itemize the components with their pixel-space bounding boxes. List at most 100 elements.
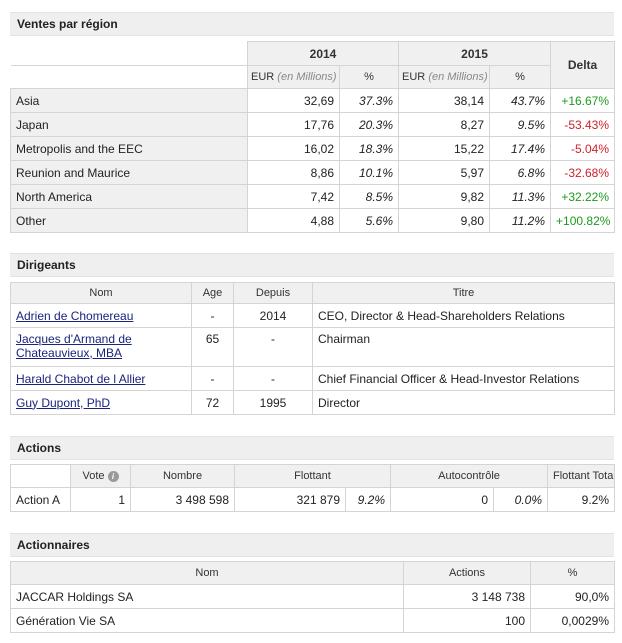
sales-value-2014: 4,88 xyxy=(247,208,340,233)
shares-vote-header: Vote i xyxy=(70,464,131,488)
manager-link[interactable]: Harald Chabot de l Allier xyxy=(16,371,146,386)
sales-pct-header-1: % xyxy=(338,65,400,89)
manager-link[interactable]: Adrien de Chomereau xyxy=(16,308,134,323)
sales-delta: -53.43% xyxy=(550,112,616,137)
shares-section-title: Actions xyxy=(17,441,62,455)
share-treasury-pct: 0.0% xyxy=(492,487,549,512)
sales-corner-cell xyxy=(10,41,248,66)
sales-value-2014: 17,76 xyxy=(247,112,340,137)
unit-main-1: EUR xyxy=(251,71,275,83)
shareholders-name-header: Nom xyxy=(10,561,404,585)
manager-age: 65 xyxy=(191,327,234,367)
table-row: Asia 32,69 37.3% 38,14 43.7% +16.67% xyxy=(10,88,616,113)
shares-float-header: Flottant xyxy=(234,464,391,488)
shareholder-shares: 3 148 738 xyxy=(403,584,531,609)
sales-pct-header-2: % xyxy=(489,65,552,89)
shareholders-section-header: Actionnaires xyxy=(10,533,614,557)
manager-age: 72 xyxy=(191,390,234,415)
sales-delta-header: Delta xyxy=(550,41,616,89)
shares-number-header: Nombre xyxy=(130,464,235,488)
manager-name-cell: Harald Chabot de l Allier xyxy=(10,366,192,391)
table-row: JACCAR Holdings SA 3 148 738 90,0% xyxy=(10,584,615,609)
management-section-header: Dirigeants xyxy=(10,253,614,277)
shareholder-pct: 90,0% xyxy=(530,584,615,609)
sales-share-2015: 9.5% xyxy=(489,112,552,137)
manager-link[interactable]: Jacques d'Armand de Chateauvieux, MBA xyxy=(16,332,132,360)
sales-share-2015: 11.3% xyxy=(489,184,552,209)
manager-since: - xyxy=(233,366,313,391)
shareholder-name: JACCAR Holdings SA xyxy=(10,584,404,609)
management-table: Nom Age Depuis Titre Adrien de Chomereau… xyxy=(10,282,615,415)
table-row: North America 7,42 8.5% 9,82 11.3% +32.2… xyxy=(10,184,616,209)
region-name: Reunion and Maurice xyxy=(10,160,248,185)
sales-value-2014: 16,02 xyxy=(247,136,340,161)
sales-corner-cell-2 xyxy=(10,65,248,89)
sales-table: 2014 2015 Delta EUR (en Millions) % EUR … xyxy=(10,41,616,233)
sales-unit-header-1: EUR (en Millions) xyxy=(247,65,340,89)
sales-section-header: Ventes par région xyxy=(10,12,614,36)
share-number: 3 498 598 xyxy=(130,487,235,512)
region-name: Other xyxy=(10,208,248,233)
sales-share-2014: 10.1% xyxy=(338,160,400,185)
share-float: 321 879 xyxy=(234,487,346,512)
region-name: Asia xyxy=(10,88,248,113)
shareholders-shares-header: Actions xyxy=(403,561,531,585)
shares-corner-cell xyxy=(10,464,71,488)
share-class-name: Action A xyxy=(10,487,71,512)
manager-age: - xyxy=(191,366,234,391)
share-vote: 1 xyxy=(70,487,131,512)
sales-value-2014: 32,69 xyxy=(247,88,340,113)
sales-delta: -5.04% xyxy=(550,136,616,161)
manager-name-cell: Jacques d'Armand de Chateauvieux, MBA xyxy=(10,327,192,367)
shareholders-section-title: Actionnaires xyxy=(17,538,90,552)
sales-share-2014: 5.6% xyxy=(338,208,400,233)
region-name: North America xyxy=(10,184,248,209)
shares-section-header: Actions xyxy=(10,436,614,460)
sales-share-2014: 8.5% xyxy=(338,184,400,209)
table-row: Harald Chabot de l Allier - - Chief Fina… xyxy=(10,366,615,391)
region-name: Metropolis and the EEC xyxy=(10,136,248,161)
manager-role: Chief Financial Officer & Head-Investor … xyxy=(312,366,615,391)
table-row: Génération Vie SA 100 0,0029% xyxy=(10,608,615,633)
sales-share-2015: 6.8% xyxy=(489,160,552,185)
sales-share-2015: 17.4% xyxy=(489,136,552,161)
share-float-total: 9.2% xyxy=(547,487,616,512)
table-row: Metropolis and the EEC 16,02 18.3% 15,22… xyxy=(10,136,616,161)
info-icon[interactable]: i xyxy=(107,470,119,482)
sales-share-2014: 37.3% xyxy=(338,88,400,113)
share-treasury: 0 xyxy=(390,487,494,512)
manager-role: CEO, Director & Head-Shareholders Relati… xyxy=(312,303,615,328)
table-row: Action A 1 3 498 598 321 879 9.2% 0 0.0%… xyxy=(10,487,616,512)
manager-link[interactable]: Guy Dupont, PhD xyxy=(16,395,111,410)
manager-age: - xyxy=(191,303,234,328)
table-row: Other 4,88 5.6% 9,80 11.2% +100.82% xyxy=(10,208,616,233)
shareholder-shares: 100 xyxy=(403,608,531,633)
sales-year2-header: 2015 xyxy=(398,41,552,66)
management-name-header: Nom xyxy=(10,282,192,304)
sales-share-2014: 18.3% xyxy=(338,136,400,161)
manager-role: Director xyxy=(312,390,615,415)
manager-name-cell: Guy Dupont, PhD xyxy=(10,390,192,415)
table-row: Guy Dupont, PhD 72 1995 Director xyxy=(10,390,615,415)
shareholder-name: Génération Vie SA xyxy=(10,608,404,633)
sales-share-2015: 11.2% xyxy=(489,208,552,233)
shareholder-pct: 0,0029% xyxy=(530,608,615,633)
sales-delta: +100.82% xyxy=(550,208,616,233)
sales-year1-header: 2014 xyxy=(246,41,400,66)
manager-name-cell: Adrien de Chomereau xyxy=(10,303,192,328)
shares-treasury-header: Autocontrôle xyxy=(389,464,549,488)
sales-delta: +32.22% xyxy=(550,184,616,209)
table-row: Japan 17,76 20.3% 8,27 9.5% -53.43% xyxy=(10,112,616,137)
table-row: Reunion and Maurice 8,86 10.1% 5,97 6.8%… xyxy=(10,160,616,185)
sales-value-2015: 9,80 xyxy=(398,208,491,233)
sales-delta: +16.67% xyxy=(550,88,616,113)
sales-share-2015: 43.7% xyxy=(489,88,552,113)
manager-since: 1995 xyxy=(233,390,313,415)
unit-sub-1: (en Millions) xyxy=(277,71,337,83)
region-name: Japan xyxy=(10,112,248,137)
sales-value-2015: 8,27 xyxy=(398,112,491,137)
shareholders-table: Nom Actions % JACCAR Holdings SA 3 148 7… xyxy=(10,561,615,633)
shareholders-pct-header: % xyxy=(530,561,615,585)
share-float-pct: 9.2% xyxy=(345,487,391,512)
unit-sub-2: (en Millions) xyxy=(428,71,488,83)
